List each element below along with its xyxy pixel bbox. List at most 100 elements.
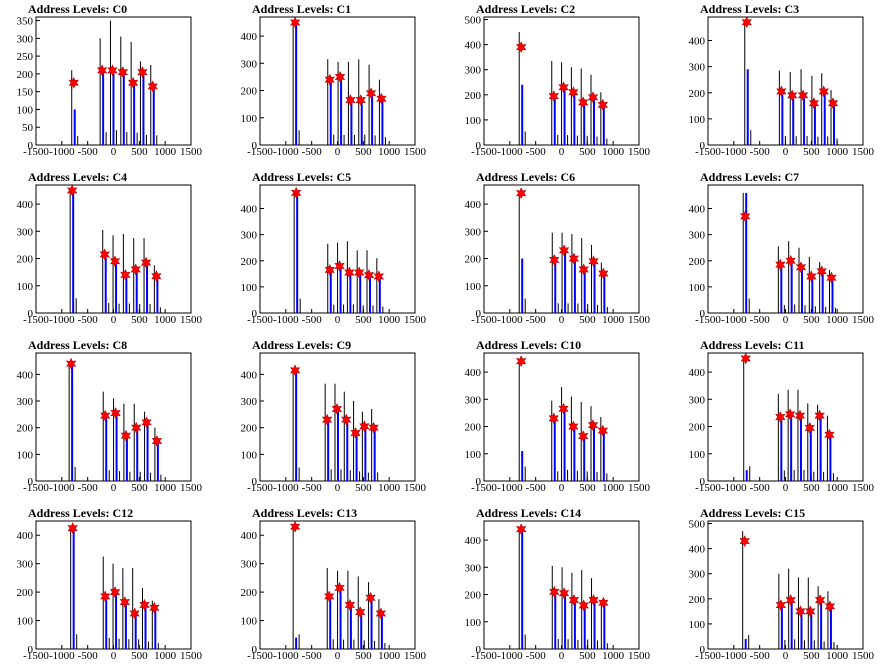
peak-marker (354, 605, 366, 619)
y-tick-label: 0 (476, 476, 482, 488)
x-tick-label: -1000 (49, 482, 75, 494)
x-tick-label: 1000 (378, 146, 401, 158)
x-tick-label: 1500 (180, 314, 203, 326)
peak-marker (110, 406, 121, 420)
peak-marker (578, 263, 590, 276)
x-tick-label: -1000 (497, 146, 523, 158)
x-tick-label: 1000 (826, 146, 849, 158)
peak-marker (331, 402, 343, 416)
y-tick-label: 300 (465, 394, 482, 406)
y-tick-label: 0 (476, 644, 482, 656)
y-tick-label: 400 (241, 31, 258, 43)
y-tick-label: 0 (476, 308, 482, 320)
y-tick-label: 100 (241, 282, 258, 294)
y-tick-label: 300 (17, 33, 34, 45)
x-tick-label: 500 (131, 482, 148, 494)
histogram-panel: Address Levels: C15 0 100 200 300 400 500 -1500… (689, 506, 875, 662)
peak-marker (797, 89, 809, 102)
x-tick-label: 1000 (378, 314, 401, 326)
x-tick-label: 500 (579, 482, 596, 494)
peak-marker (775, 410, 786, 424)
x-tick-label: -1500 (471, 314, 497, 326)
y-tick-label: 50 (22, 122, 34, 134)
peak-marker (775, 598, 787, 612)
histogram-panel: Address Levels: C10 0 100 200 300 400 -1500 -10… (465, 338, 651, 494)
x-tick-label: -1000 (49, 650, 75, 662)
x-tick-label: -1000 (721, 314, 747, 326)
peak-marker (587, 419, 599, 432)
peak-marker (806, 270, 817, 283)
x-tick-label: 0 (111, 314, 117, 326)
x-tick-label: 500 (355, 314, 372, 326)
y-tick-label: 300 (241, 58, 258, 70)
peak-marker (376, 92, 387, 105)
x-tick-label: -1000 (497, 482, 523, 494)
histogram-panel: Address Levels: C1 0 100 200 300 400 -1500 -100… (241, 2, 427, 158)
x-tick-label: 1500 (180, 482, 203, 494)
y-tick-label: 100 (689, 619, 706, 631)
y-tick-label: 400 (465, 199, 482, 211)
y-tick-label: 200 (241, 256, 258, 268)
peak-marker (151, 270, 162, 283)
x-tick-label: -500 (302, 482, 323, 494)
y-tick-label: 300 (689, 394, 706, 406)
peak-marker (289, 520, 301, 533)
x-tick-label: -1000 (49, 314, 75, 326)
y-tick-label: 300 (465, 562, 482, 574)
x-tick-label: 1500 (852, 314, 875, 326)
peak-marker (804, 605, 816, 618)
x-tick-label: 500 (803, 650, 820, 662)
y-tick-label: 200 (465, 90, 482, 102)
x-tick-label: -1000 (497, 650, 523, 662)
x-tick-label: -1500 (23, 146, 49, 158)
x-tick-label: 0 (559, 314, 565, 326)
x-tick-label: 500 (355, 482, 372, 494)
y-tick-label: 200 (17, 254, 34, 266)
peak-marker (568, 86, 579, 99)
x-tick-label: 1000 (154, 482, 177, 494)
peak-marker (824, 600, 836, 613)
x-tick-label: 0 (111, 482, 117, 494)
y-tick-label: 0 (252, 476, 258, 488)
x-tick-label: -500 (302, 650, 323, 662)
y-tick-label: 400 (465, 367, 482, 379)
x-tick-label: -1500 (247, 314, 273, 326)
x-tick-label: 1500 (852, 650, 875, 662)
histogram-panel: Address Levels: C8 0 100 200 300 400 -1500 -100… (17, 338, 203, 494)
histogram-panel: Address Levels: C5 0 100 200 300 400 -1500 -100… (241, 170, 427, 326)
histogram-panel: Address Levels: C7 0 100 200 300 400 -1500 -100… (689, 170, 875, 326)
y-tick-label: 100 (689, 449, 706, 461)
y-tick-label: 300 (689, 230, 706, 242)
y-tick-label: 250 (17, 51, 34, 63)
peak-marker (739, 210, 751, 223)
y-tick-label: 0 (252, 644, 258, 656)
peak-marker (808, 97, 820, 110)
peak-marker (597, 424, 609, 437)
peak-marker (363, 268, 375, 282)
peak-marker (139, 598, 150, 612)
y-tick-label: 300 (689, 62, 706, 74)
x-tick-label: 1000 (602, 650, 625, 662)
peak-marker (375, 607, 387, 620)
y-tick-label: 100 (689, 114, 706, 126)
peak-marker (515, 523, 527, 536)
panel-title: Address Levels: C11 (700, 338, 804, 352)
peak-marker (130, 263, 142, 276)
x-tick-label: -500 (302, 146, 323, 158)
x-tick-label: 1000 (378, 650, 401, 662)
x-tick-label: 1000 (602, 146, 625, 158)
x-tick-label: 0 (559, 650, 565, 662)
x-tick-label: -1500 (247, 650, 273, 662)
peak-marker (334, 581, 345, 594)
y-tick-label: 400 (17, 530, 34, 542)
y-tick-label: 400 (241, 530, 258, 542)
peak-marker (548, 253, 560, 267)
y-tick-label: 0 (700, 644, 706, 656)
x-tick-label: 1000 (826, 314, 849, 326)
y-tick-label: 100 (241, 449, 258, 461)
peak-marker (776, 85, 787, 98)
histogram-panel: Address Levels: C12 0 100 200 300 400 -1500 -10… (17, 506, 203, 662)
y-tick-label: 400 (241, 204, 258, 216)
peak-marker (568, 252, 580, 265)
